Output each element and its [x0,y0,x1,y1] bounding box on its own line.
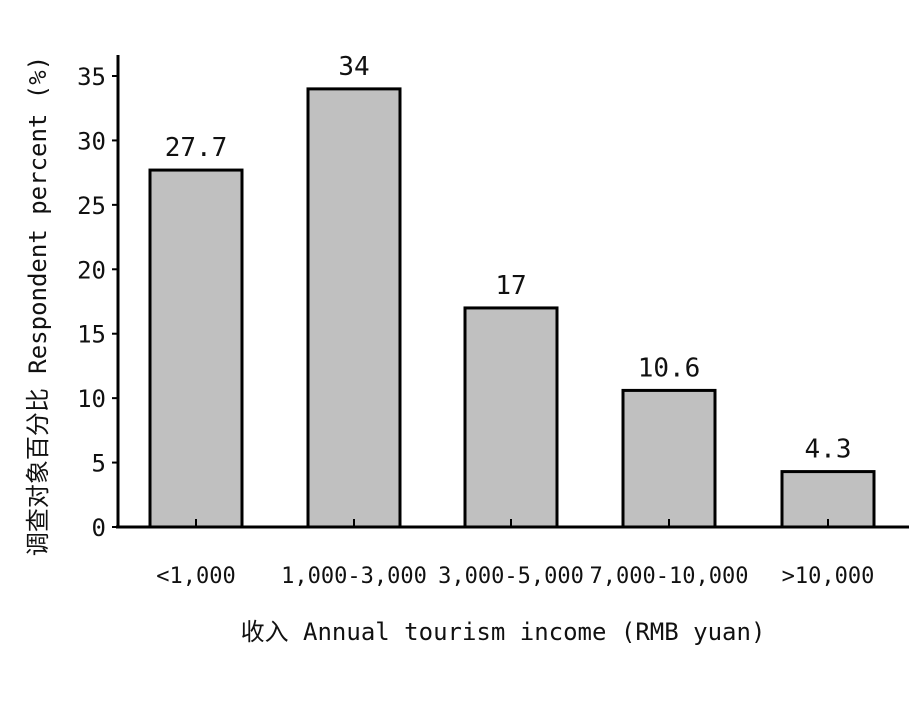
axes-layer [116,55,909,529]
category-label-4: >10,000 [782,564,875,589]
y-tick-label-2: 10 [77,385,106,413]
y-tick-label-6: 30 [77,127,106,155]
y-tick-label-3: 15 [77,321,106,349]
y-tick-label-0: 0 [92,514,106,542]
bars-layer [148,87,876,529]
y-axis-title: 调查对象百分比 Respondent percent (%) [24,56,52,556]
x-axis-title: 收入 Annual tourism income (RMB yuan) [241,618,766,646]
category-label-1: 1,000-3,000 [281,564,427,589]
data-label-1: 34 [338,52,369,82]
y-tick-label-5: 25 [77,192,106,220]
labels-layer: 27.7 <1,000 34 1,000-3,000 17 3,000-5,000 10.6… [156,52,874,589]
y-tick-label-4: 20 [77,256,106,284]
bar-2 [463,306,559,529]
data-label-3: 10.6 [638,353,701,383]
data-label-0: 27.7 [165,133,228,163]
y-ticks-layer: 0 5 10 15 20 25 30 35 [77,63,829,542]
data-label-4: 4.3 [805,435,852,465]
category-label-2: 3,000-5,000 [438,564,584,589]
bar-1 [306,87,402,529]
bar-4 [780,470,876,529]
y-tick-label-7: 35 [77,63,106,91]
category-label-0: <1,000 [156,564,235,589]
data-label-2: 17 [495,271,526,301]
bar-3 [621,388,717,529]
category-label-3: 7,000-10,000 [590,564,749,589]
y-tick-label-1: 5 [92,450,106,478]
bar-0 [148,168,244,529]
